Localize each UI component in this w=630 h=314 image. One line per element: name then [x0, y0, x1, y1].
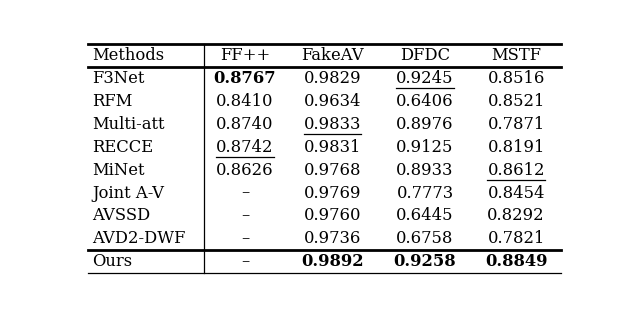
Text: FakeAV: FakeAV: [301, 47, 364, 64]
Text: Multi-att: Multi-att: [93, 116, 165, 133]
Text: 0.9258: 0.9258: [394, 253, 456, 270]
Text: 0.8976: 0.8976: [396, 116, 454, 133]
Text: 0.9831: 0.9831: [304, 138, 362, 155]
Text: DFDC: DFDC: [400, 47, 450, 64]
Text: 0.8626: 0.8626: [216, 162, 274, 179]
Text: 0.8767: 0.8767: [214, 70, 277, 87]
Text: 0.8849: 0.8849: [485, 253, 547, 270]
Text: AVD2-DWF: AVD2-DWF: [93, 230, 186, 247]
Text: 0.8454: 0.8454: [488, 185, 545, 202]
Text: MSTF: MSTF: [491, 47, 541, 64]
Text: 0.8191: 0.8191: [488, 138, 545, 155]
Text: 0.7773: 0.7773: [396, 185, 454, 202]
Text: 0.8410: 0.8410: [216, 93, 274, 110]
Text: 0.8933: 0.8933: [396, 162, 454, 179]
Text: 0.8292: 0.8292: [488, 208, 545, 225]
Text: 0.9833: 0.9833: [304, 116, 362, 133]
Text: 0.9736: 0.9736: [304, 230, 362, 247]
Text: –: –: [241, 185, 249, 202]
Text: 0.8740: 0.8740: [216, 116, 274, 133]
Text: 0.9760: 0.9760: [304, 208, 362, 225]
Text: –: –: [241, 208, 249, 225]
Text: 0.7821: 0.7821: [488, 230, 545, 247]
Text: RFM: RFM: [93, 93, 133, 110]
Text: 0.9125: 0.9125: [396, 138, 454, 155]
Text: 0.9769: 0.9769: [304, 185, 362, 202]
Text: 0.8742: 0.8742: [216, 138, 274, 155]
Text: Methods: Methods: [93, 47, 164, 64]
Text: 0.8612: 0.8612: [488, 162, 545, 179]
Text: AVSSD: AVSSD: [93, 208, 151, 225]
Text: 0.7871: 0.7871: [488, 116, 545, 133]
Text: –: –: [241, 253, 249, 270]
Text: F3Net: F3Net: [93, 70, 145, 87]
Text: 0.6445: 0.6445: [396, 208, 454, 225]
Text: –: –: [241, 230, 249, 247]
Text: 0.8516: 0.8516: [488, 70, 545, 87]
Text: 0.9892: 0.9892: [301, 253, 364, 270]
Text: 0.9634: 0.9634: [304, 93, 362, 110]
Text: 0.9768: 0.9768: [304, 162, 362, 179]
Text: Ours: Ours: [93, 253, 132, 270]
Text: MiNet: MiNet: [93, 162, 145, 179]
Text: 0.9245: 0.9245: [396, 70, 454, 87]
Text: RECCE: RECCE: [93, 138, 154, 155]
Text: Joint A-V: Joint A-V: [93, 185, 164, 202]
Text: 0.6406: 0.6406: [396, 93, 454, 110]
Text: FF++: FF++: [220, 47, 270, 64]
Text: 0.6758: 0.6758: [396, 230, 454, 247]
Text: 0.8521: 0.8521: [488, 93, 545, 110]
Text: 0.9829: 0.9829: [304, 70, 362, 87]
